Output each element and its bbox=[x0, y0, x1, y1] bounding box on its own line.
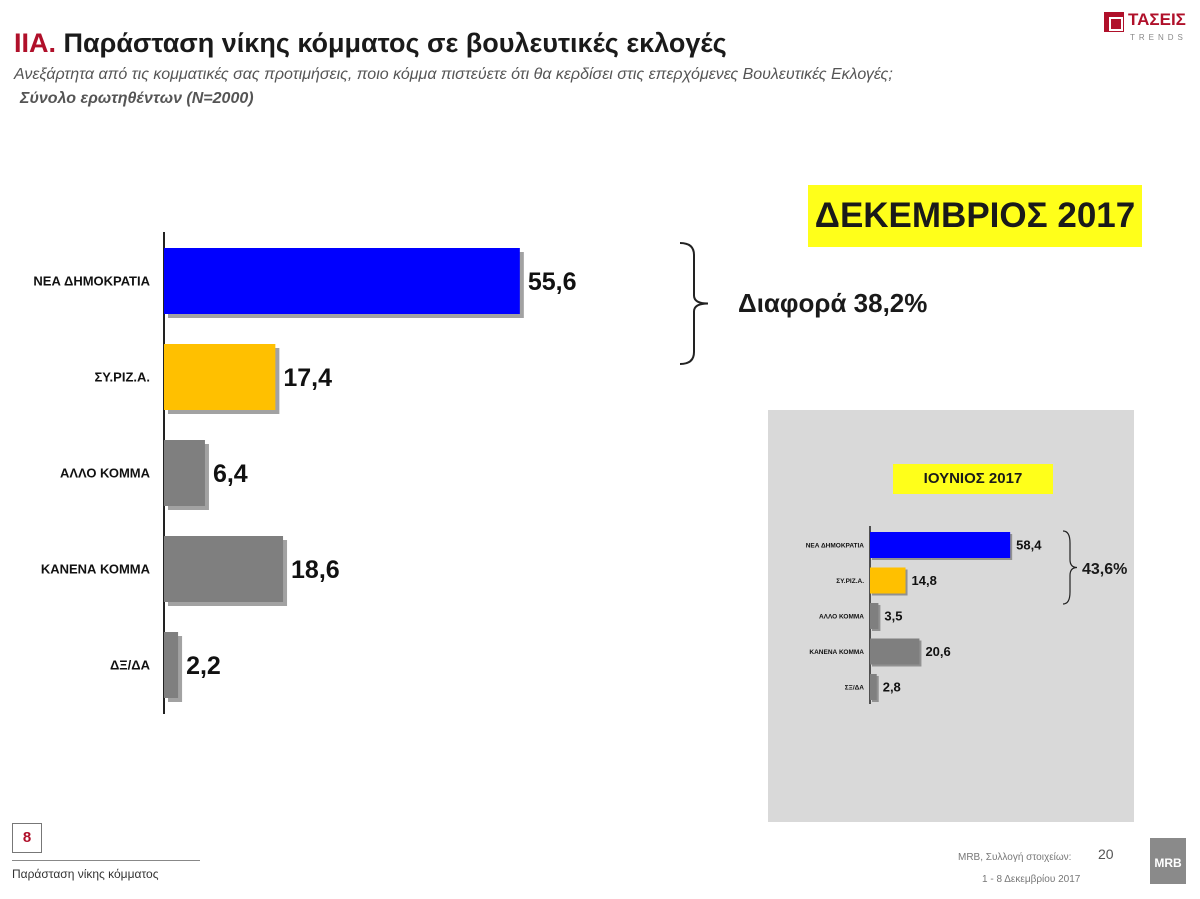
sample-base: Σύνολο ερωτηθέντων (N=2000) bbox=[20, 90, 254, 107]
june-value-label: 20,6 bbox=[925, 644, 950, 659]
period-label-december: ΔΕΚΕΜΒΡΙΟΣ 2017 bbox=[808, 185, 1142, 247]
december-value-label: 6,4 bbox=[213, 460, 248, 488]
june-bar bbox=[870, 567, 906, 594]
question-subtitle: Ανεξάρτητα από τις κομματικές σας προτιμ… bbox=[14, 66, 893, 83]
december-category-label: ΣΥ.ΡΙΖ.Α. bbox=[95, 370, 151, 385]
december-category-label: ΚΑΝΕΝΑ ΚΟΜΜΑ bbox=[41, 562, 151, 577]
june-value-label: 3,5 bbox=[884, 609, 902, 624]
footer-divider bbox=[12, 860, 200, 861]
december-bar bbox=[164, 632, 179, 698]
december-value-label: 2,2 bbox=[186, 652, 221, 680]
december-category-label: ΝΕΑ ΔΗΜΟΚΡΑΤΙΑ bbox=[33, 274, 150, 289]
june-category-label: ΑΛΛΟ ΚΟΜΜΑ bbox=[819, 613, 864, 620]
june-category-label: ΝΕΑ ΔΗΜΟΚΡΑΤΙΑ bbox=[806, 542, 865, 549]
december-bar bbox=[164, 536, 284, 602]
june-value-label: 58,4 bbox=[1016, 538, 1042, 553]
december-value-label: 17,4 bbox=[283, 364, 332, 392]
mrb-logo: MRB bbox=[1150, 838, 1186, 884]
december-category-label: ΔΞ/ΔΑ bbox=[110, 658, 151, 673]
footer-title: Παράσταση νίκης κόμματος bbox=[12, 867, 159, 881]
difference-annotation-main: Διαφορά 38,2% bbox=[738, 288, 928, 318]
logo-tagline: TRENDS bbox=[1130, 33, 1187, 42]
title-prefix: IIA. bbox=[14, 28, 57, 58]
fieldwork-dates: 1 - 8 Δεκεμβρίου 2017 bbox=[982, 874, 1081, 885]
june-category-label: ΣΞ/ΔΑ bbox=[845, 684, 865, 691]
june-category-label: ΚΑΝΕΝΑ ΚΟΜΜΑ bbox=[809, 649, 864, 656]
source-note: MRB, Συλλογή στοιχείων: bbox=[958, 852, 1072, 863]
june-bar bbox=[870, 638, 920, 665]
title-text: Παράσταση νίκης κόμματος σε βουλευτικές … bbox=[63, 28, 727, 58]
brace-june bbox=[1062, 530, 1078, 605]
june-value-label: 2,8 bbox=[883, 680, 901, 695]
june-bar bbox=[870, 532, 1011, 558]
brace-december bbox=[679, 242, 709, 365]
december-bar bbox=[164, 440, 205, 506]
june-category-label: ΣΥ.ΡΙΖ.Α. bbox=[836, 578, 864, 585]
june-bar bbox=[870, 603, 879, 629]
december-category-label: ΑΛΛΟ ΚΟΜΜΑ bbox=[60, 466, 151, 481]
difference-annotation-inset: 43,6% bbox=[1082, 561, 1128, 578]
logo-mark-icon bbox=[1104, 12, 1124, 32]
december-bar bbox=[164, 248, 520, 314]
june-bar bbox=[870, 674, 877, 700]
december-value-label: 18,6 bbox=[291, 556, 340, 584]
source-number: 20 bbox=[1098, 846, 1114, 862]
period-label-june: ΙΟΥΝΙΟΣ 2017 bbox=[893, 464, 1053, 494]
page-number: 8 bbox=[12, 823, 42, 853]
page-title: IIA. Παράσταση νίκης κόμματος σε βουλευτ… bbox=[14, 28, 727, 59]
december-value-label: 55,6 bbox=[528, 268, 577, 296]
december-bar bbox=[164, 344, 276, 410]
logo-name: ΤΑΣΕΙΣ bbox=[1128, 10, 1186, 29]
taseis-logo: ΤΑΣΕΙΣ TRENDS bbox=[1100, 8, 1194, 42]
june-value-label: 14,8 bbox=[912, 573, 937, 588]
